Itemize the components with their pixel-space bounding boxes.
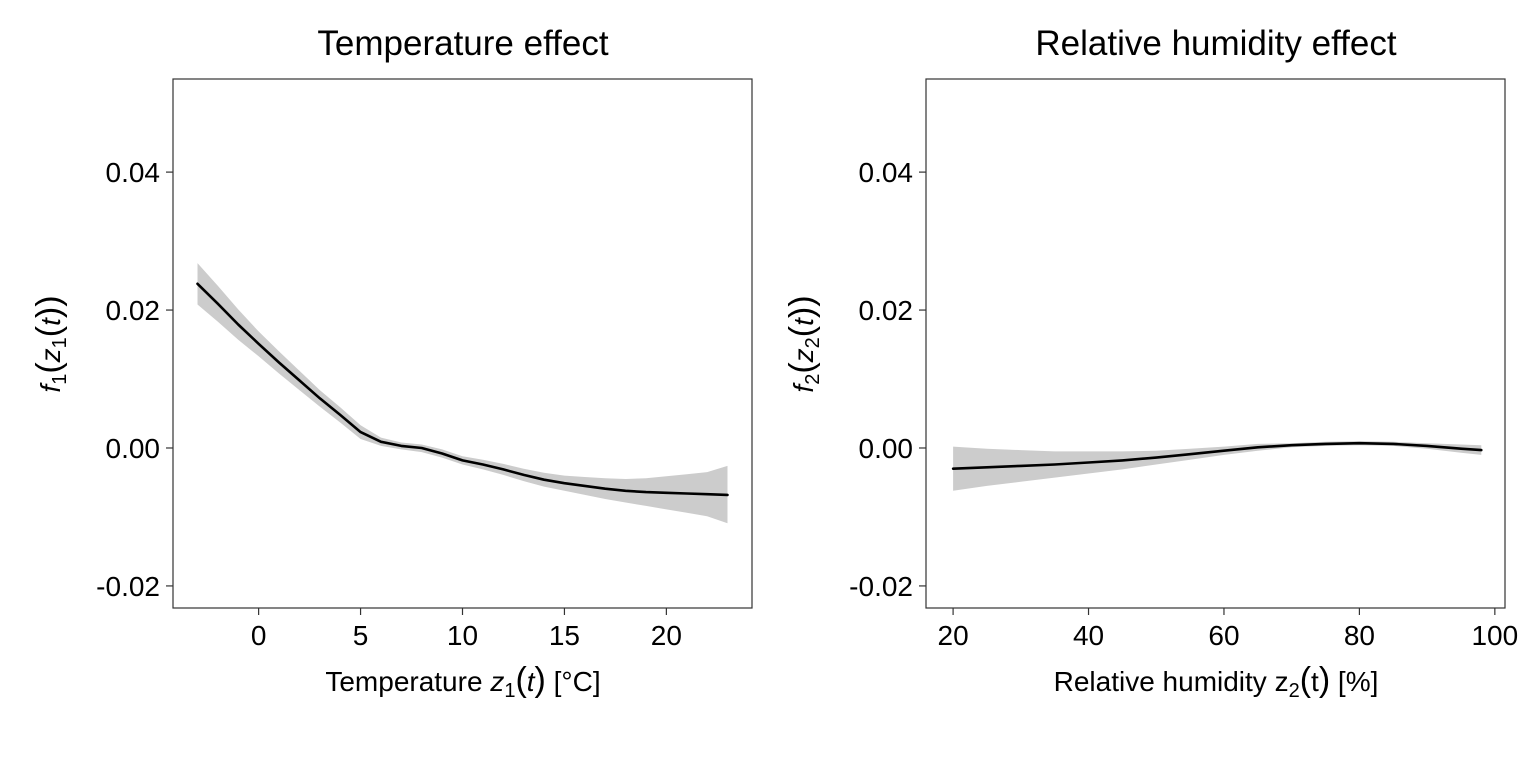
y-tick-label: 0.04 — [106, 157, 161, 188]
y-tick-label: 0.02 — [859, 295, 914, 326]
x-axis-title-unit: [%] — [1330, 666, 1378, 697]
y-axis-title-variable-subscript: 1 — [49, 337, 71, 348]
y-axis-title-function: f — [788, 382, 819, 393]
relative-humidity-effect-panel: Relative humidity effect -0.02 0.00 0.02 0.… — [783, 24, 1518, 702]
x-tick-label: 40 — [1073, 620, 1104, 651]
x-tick-label: 0 — [251, 620, 267, 651]
y-axis: -0.02 0.00 0.02 0.04 — [96, 157, 173, 602]
x-axis: 0 5 10 15 20 — [251, 608, 682, 651]
x-axis-title-variable: z — [1275, 666, 1289, 697]
x-tick-label: 10 — [447, 620, 478, 651]
x-axis-title-prefix: Relative humidity — [1054, 666, 1275, 697]
y-axis-title: f2(z2(t)) — [783, 295, 824, 392]
x-tick-label: 15 — [549, 620, 580, 651]
y-tick-label: -0.02 — [849, 571, 913, 602]
y-tick-label: 0.00 — [859, 433, 914, 464]
chart-marks — [951, 441, 1483, 491]
x-axis-title-subscript: 2 — [1289, 680, 1300, 702]
x-axis-title-unit: [°C] — [546, 666, 601, 697]
x-tick-label: 20 — [651, 620, 682, 651]
effect-line — [196, 282, 729, 497]
y-axis-title-function-subscript: 2 — [802, 374, 824, 385]
x-axis-title-prefix: Temperature — [325, 666, 490, 697]
temperature-effect-panel: Temperature effect -0.02 0.00 0.02 0.04 0 5 1… — [30, 24, 753, 702]
y-axis-title-argument: t — [788, 317, 819, 326]
y-axis: -0.02 0.00 0.02 0.04 — [849, 157, 926, 602]
y-axis-title-variable: z — [788, 348, 819, 363]
x-tick-label: 20 — [938, 620, 969, 651]
y-tick-label: -0.02 — [96, 571, 160, 602]
y-tick-label: 0.00 — [106, 433, 161, 464]
y-tick-label: 0.02 — [106, 295, 161, 326]
x-tick-label: 100 — [1471, 620, 1518, 651]
x-axis-title: Temperature z1(t) [°C] — [325, 661, 600, 702]
x-axis-title-subscript: 1 — [504, 680, 515, 702]
y-axis-title-variable: z — [35, 348, 66, 363]
x-tick-label: 80 — [1344, 620, 1375, 651]
x-axis-title: Relative humidity z2(t) [%] — [1054, 661, 1379, 702]
confidence-ribbon — [197, 263, 728, 524]
confidence-ribbon — [953, 441, 1482, 491]
y-tick-label: 0.04 — [859, 157, 914, 188]
chart-marks — [196, 263, 729, 524]
panel-title: Temperature effect — [317, 24, 608, 63]
effect-line — [951, 441, 1483, 471]
y-axis-title-argument: t — [35, 317, 66, 326]
x-tick-label: 5 — [353, 620, 369, 651]
y-axis-title-variable-subscript: 2 — [802, 337, 824, 348]
y-axis-title-function: f — [35, 382, 66, 393]
x-tick-label: 60 — [1208, 620, 1239, 651]
x-axis-title-argument: t — [527, 666, 536, 697]
y-axis-title-function-subscript: 1 — [49, 374, 71, 385]
x-axis: 20 40 60 80 100 — [938, 608, 1518, 651]
panel-frame — [925, 78, 1506, 609]
panel-title: Relative humidity effect — [1035, 24, 1396, 63]
y-axis-title: f1(z1(t)) — [30, 295, 71, 392]
x-axis-title-argument: t — [1311, 666, 1319, 697]
x-axis-title-variable: z — [489, 666, 504, 697]
